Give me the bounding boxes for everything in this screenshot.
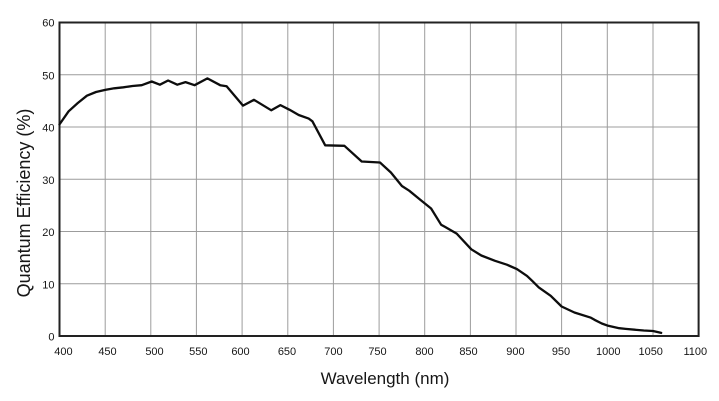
svg-text:0: 0 — [48, 332, 54, 344]
svg-text:Quantum Efficiency (%): Quantum Efficiency (%) — [14, 109, 34, 298]
svg-text:30: 30 — [42, 175, 54, 187]
svg-text:700: 700 — [324, 346, 342, 358]
svg-text:600: 600 — [231, 346, 249, 358]
svg-text:500: 500 — [145, 346, 163, 358]
svg-text:650: 650 — [278, 346, 296, 358]
svg-text:900: 900 — [506, 346, 524, 358]
svg-text:850: 850 — [459, 346, 477, 358]
svg-text:750: 750 — [368, 346, 386, 358]
svg-text:40: 40 — [42, 123, 54, 135]
svg-text:1050: 1050 — [638, 346, 662, 358]
svg-text:800: 800 — [415, 346, 433, 358]
svg-text:550: 550 — [189, 346, 207, 358]
svg-text:450: 450 — [98, 346, 116, 358]
svg-text:Wavelength (nm): Wavelength (nm) — [321, 369, 450, 388]
svg-text:400: 400 — [54, 346, 72, 358]
svg-text:50: 50 — [42, 71, 54, 83]
svg-text:60: 60 — [42, 17, 54, 29]
svg-text:1000: 1000 — [596, 346, 620, 358]
svg-text:950: 950 — [552, 346, 570, 358]
svg-text:10: 10 — [42, 279, 54, 291]
svg-text:1100: 1100 — [683, 346, 707, 358]
svg-text:20: 20 — [42, 227, 54, 239]
